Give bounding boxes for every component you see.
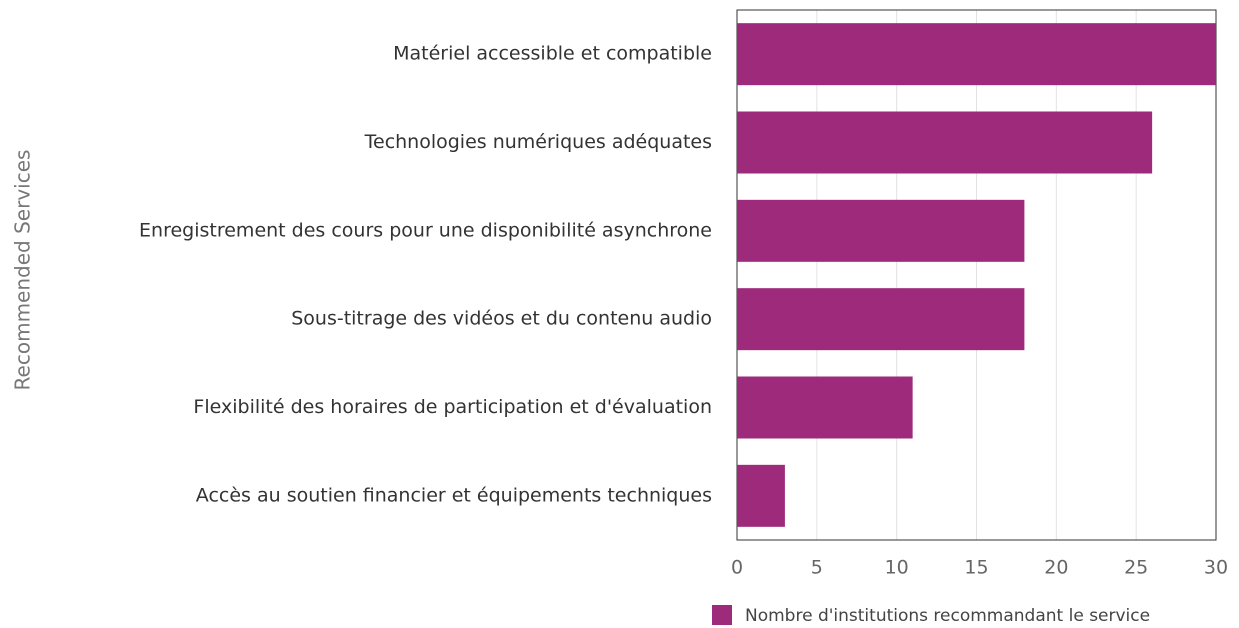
- y-tick-label: Accès au soutien financier et équipement…: [196, 484, 712, 506]
- plot-frame: [736, 9, 1217, 541]
- bar: [737, 376, 913, 439]
- y-tick-label: Flexibilité des horaires de participatio…: [193, 396, 712, 418]
- x-tick-label: 30: [1204, 557, 1228, 579]
- bar: [737, 199, 1025, 262]
- y-tick-label: Sous-titrage des vidéos et du contenu au…: [291, 308, 712, 330]
- y-tick-label: Enregistrement des cours pour une dispon…: [139, 219, 712, 241]
- x-tick-label: 10: [885, 557, 909, 579]
- y-tick-label: Technologies numériques adéquates: [364, 131, 712, 153]
- x-tick-label: 25: [1124, 557, 1148, 579]
- legend-swatch: [712, 605, 732, 625]
- y-axis-label: Recommended Services: [11, 150, 35, 391]
- y-tick-label: Matériel accessible et compatible: [393, 43, 712, 65]
- x-tick-label: 15: [964, 557, 988, 579]
- x-tick-label: 20: [1044, 557, 1068, 579]
- legend-label: Nombre d'institutions recommandant le se…: [745, 606, 1150, 626]
- x-tick-label: 5: [811, 557, 823, 579]
- bar: [737, 111, 1153, 174]
- x-tick-label: 0: [731, 557, 743, 579]
- bar: [737, 23, 1216, 86]
- bar: [737, 288, 1025, 351]
- bar: [737, 464, 785, 527]
